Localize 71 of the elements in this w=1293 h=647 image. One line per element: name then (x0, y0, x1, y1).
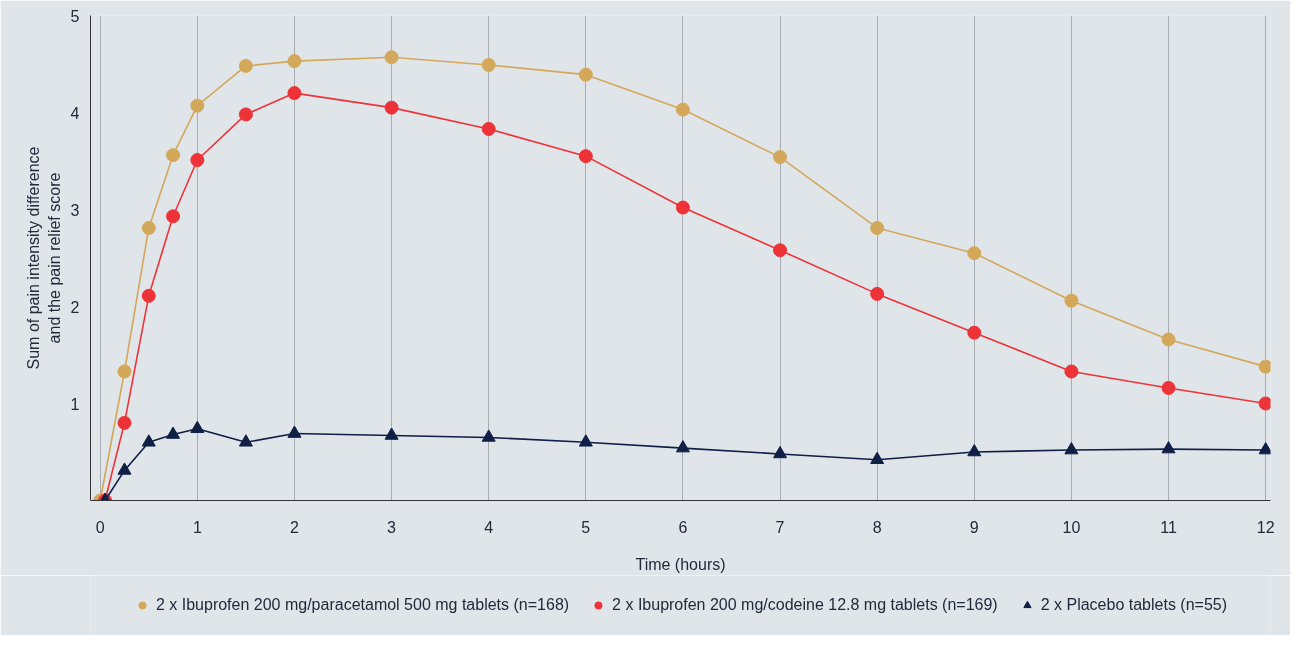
point (117, 415, 132, 430)
x-tick-label: 1 (192, 518, 202, 536)
point (287, 86, 302, 101)
point (166, 209, 181, 224)
point (578, 149, 593, 164)
point (384, 100, 399, 115)
point (1161, 380, 1176, 395)
point (190, 98, 205, 113)
point (773, 150, 788, 165)
point (190, 420, 205, 433)
point (675, 440, 690, 453)
point (117, 364, 132, 379)
x-tick-label: 7 (775, 518, 785, 536)
point (1161, 441, 1176, 454)
point (675, 102, 690, 117)
point (967, 443, 982, 457)
y-tick-label: 3 (70, 201, 80, 219)
x-tick-label: 3 (387, 518, 397, 536)
point (238, 107, 253, 122)
legend-label: 2 x Ibuprofen 200 mg/codeine 12.8 mg tablets (n=169) (612, 596, 998, 614)
y-tick-label: 1 (70, 395, 80, 413)
x-tick-label: 2 (290, 518, 299, 536)
legend-label: 2 x Placebo tablets (n=55) (1040, 596, 1228, 614)
point (481, 57, 496, 72)
point (190, 153, 205, 168)
x-tick-label: 4 (484, 518, 494, 536)
point (238, 58, 253, 73)
x-tick-label: 6 (678, 518, 688, 536)
y-tick-label: 4 (70, 104, 80, 122)
point (967, 325, 982, 340)
point (481, 429, 496, 442)
point (141, 434, 156, 447)
point (1258, 359, 1271, 374)
point (1258, 396, 1271, 411)
point (238, 434, 253, 447)
point (166, 148, 181, 163)
point (675, 200, 690, 215)
point (141, 220, 156, 235)
point (967, 246, 982, 261)
point (578, 434, 593, 447)
y-tick-label: 5 (70, 7, 80, 25)
x-tick-label: 10 (1062, 518, 1081, 536)
point (870, 286, 885, 301)
point (1258, 442, 1271, 455)
x-tick-label: 8 (872, 518, 882, 536)
x-tick-label: 12 (1256, 518, 1275, 536)
legend-label: 2 x Ibuprofen 200 mg/paracetamol 500 mg tablets (n=168) (155, 596, 570, 614)
x-tick-label: 11 (1160, 518, 1177, 536)
x-tick-label: 0 (95, 518, 105, 536)
point (870, 220, 885, 235)
point (287, 54, 302, 69)
point (384, 427, 399, 440)
point (481, 122, 496, 136)
point (1161, 332, 1176, 347)
point (773, 445, 788, 459)
point (141, 288, 156, 303)
y-axis-title: Sum of pain intensity difference and the pain relief score (25, 146, 63, 370)
y-tick-label: 2 (70, 298, 80, 316)
point (287, 425, 302, 438)
point (1064, 442, 1079, 455)
point (773, 243, 788, 258)
point (1064, 293, 1079, 308)
point (384, 50, 399, 65)
point (1064, 364, 1079, 379)
x-axis-title: Time (hours) (635, 555, 726, 573)
point (578, 67, 593, 82)
point (870, 451, 885, 465)
point (117, 462, 132, 475)
point (166, 426, 181, 439)
x-tick-label: 9 (969, 518, 979, 536)
x-tick-label: 5 (581, 518, 591, 536)
